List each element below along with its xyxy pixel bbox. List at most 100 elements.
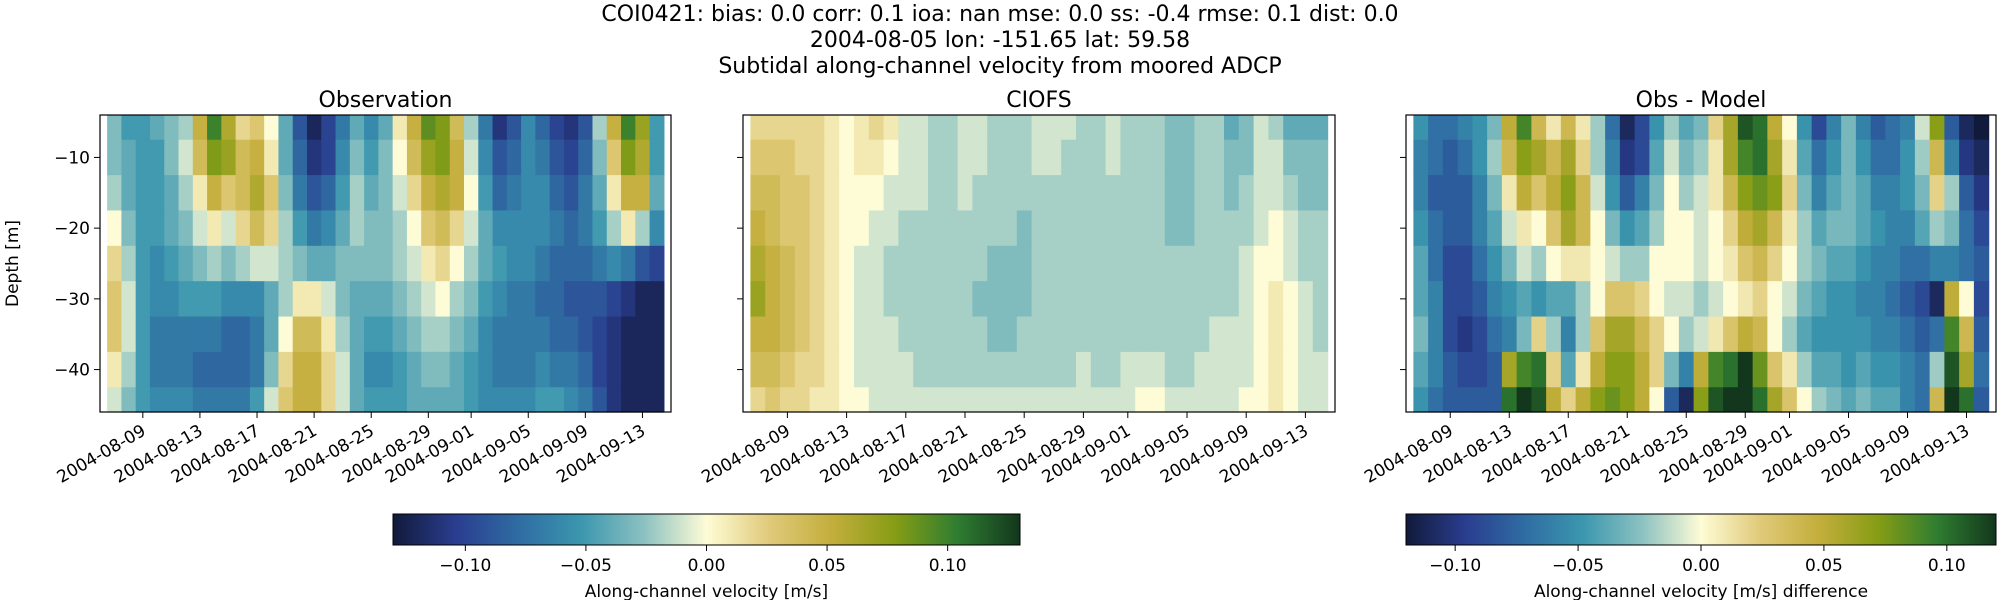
heatmap-cell (1442, 139, 1459, 176)
colorbar-tick-label: −0.10 (439, 556, 491, 576)
heatmap-cell (883, 316, 899, 353)
heatmap-cell (957, 351, 973, 388)
heatmap-cell (1575, 115, 1591, 141)
heatmap-cell (1619, 175, 1636, 212)
heatmap-cell (972, 351, 988, 388)
heatmap-cell (1194, 139, 1210, 176)
heatmap-cell (780, 210, 796, 247)
heatmap-cell (1312, 387, 1329, 413)
heatmap-cell (972, 210, 988, 247)
heatmap-cell (1224, 351, 1240, 388)
heatmap-cell (1031, 139, 1047, 176)
heatmap-cell (928, 351, 944, 388)
heatmap-cell (1238, 245, 1255, 282)
heatmap-cell (1929, 351, 1945, 388)
heatmap-cell (1855, 115, 1872, 141)
heatmap-cell (1752, 139, 1768, 176)
heatmap-cell (349, 316, 365, 353)
heatmap-cell (1194, 175, 1210, 212)
heatmap-cell (549, 245, 565, 282)
heatmap-cell (1870, 139, 1886, 176)
heatmap-cell (824, 175, 840, 212)
heatmap-cell (1723, 115, 1739, 141)
heatmap-cell (1516, 115, 1532, 141)
heatmap-cell (898, 175, 914, 212)
heatmap-cell (1634, 175, 1650, 212)
heatmap-cell (1649, 316, 1665, 353)
heatmap-cell (378, 351, 394, 388)
heatmap-cell (1678, 210, 1695, 247)
heatmap-cell (592, 316, 608, 353)
heatmap-cell (1826, 245, 1842, 282)
heatmap-cell (578, 210, 594, 247)
heatmap-cell (1105, 245, 1121, 282)
heatmap-cell (1531, 210, 1547, 247)
heatmap-cell (1090, 245, 1107, 282)
heatmap-cell (1501, 351, 1518, 388)
heatmap-cell (1590, 387, 1606, 413)
heatmap-cell (321, 210, 337, 247)
heatmap-cell (478, 316, 494, 353)
heatmap-cell (1796, 210, 1813, 247)
heatmap-cell (942, 387, 959, 413)
heatmap-cell (335, 281, 351, 318)
heatmap-cell (578, 115, 594, 141)
heatmap-cell (1560, 139, 1577, 176)
heatmap-cell (121, 316, 137, 353)
heatmap-cell (1855, 351, 1872, 388)
heatmap-cell (464, 351, 479, 388)
heatmap-cell (292, 175, 308, 212)
heatmap-cell (1590, 351, 1606, 388)
heatmap-cell (794, 351, 811, 388)
heatmap-cell (1811, 387, 1827, 413)
heatmap-cell (1678, 281, 1695, 318)
heatmap-cell (1855, 387, 1872, 413)
heatmap-cell (1678, 316, 1695, 353)
heatmap-cell (1929, 387, 1945, 413)
heatmap-cell (824, 139, 840, 176)
heatmap-cell (621, 351, 636, 388)
heatmap-cell (1457, 245, 1473, 282)
heatmap-cell (121, 245, 137, 282)
y-tick-label: −30 (54, 290, 90, 310)
heatmap-cell (1752, 351, 1768, 388)
heatmap-cell (1693, 281, 1709, 318)
heatmap-cell (292, 115, 308, 141)
heatmap-cell (824, 115, 840, 141)
heatmap-cell (635, 387, 651, 413)
heatmap-cell (306, 245, 322, 282)
heatmap-cell (1900, 245, 1916, 282)
heatmap-cell (435, 245, 451, 282)
heatmap-cell (1105, 210, 1121, 247)
heatmap-cell (1224, 210, 1240, 247)
heatmap-cell (221, 281, 237, 318)
heatmap-cell (1870, 175, 1886, 212)
heatmap-cell (839, 351, 855, 388)
heatmap-cell (1209, 175, 1225, 212)
heatmap-cell (1885, 139, 1901, 176)
heatmap-cell (1900, 115, 1916, 141)
heatmap-cell (549, 210, 565, 247)
heatmap-cell (535, 387, 551, 413)
heatmap-cell (1164, 351, 1181, 388)
heatmap-cell (1238, 351, 1255, 388)
heatmap-cell (1885, 281, 1901, 318)
heatmap-cell (1457, 387, 1473, 413)
heatmap-cell (898, 245, 914, 282)
heatmap-cell (392, 175, 408, 212)
heatmap-cell (1016, 387, 1033, 413)
heatmap-cell (780, 316, 796, 353)
heatmap-cell (1929, 139, 1945, 176)
heatmap-cell (392, 115, 408, 141)
heatmap-cell (192, 316, 208, 353)
heatmap-cell (478, 387, 494, 413)
heatmap-cell (1268, 316, 1284, 353)
heatmap-cell (1472, 245, 1488, 282)
heatmap-cell (1811, 139, 1827, 176)
heatmap-cell (1487, 351, 1503, 388)
heatmap-cell (421, 316, 437, 353)
heatmap-cell (1487, 115, 1503, 141)
heatmap-cell (868, 115, 885, 141)
heatmap-cell (1782, 281, 1798, 318)
